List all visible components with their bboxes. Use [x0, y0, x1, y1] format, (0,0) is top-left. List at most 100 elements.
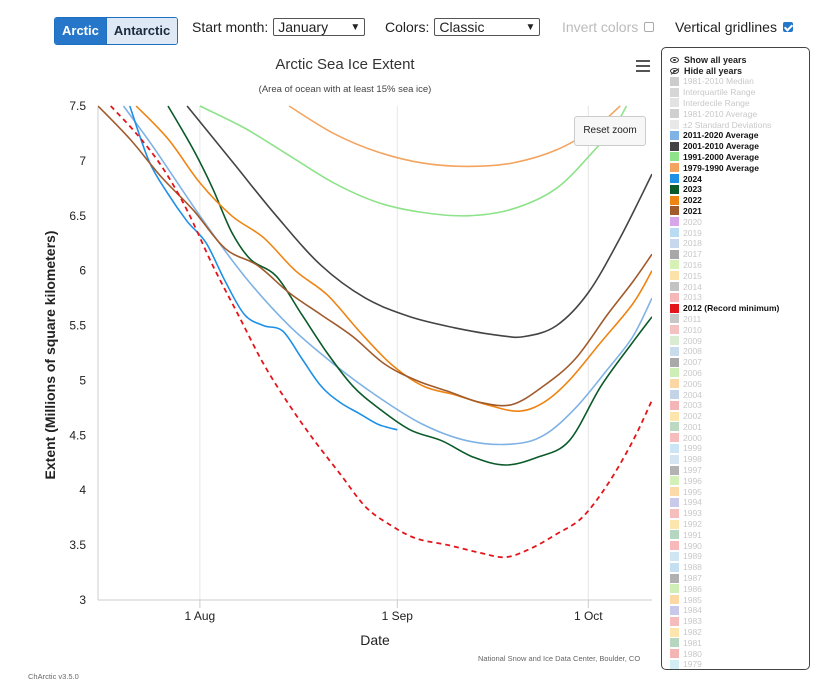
legend-item-label: 2006 — [683, 367, 702, 378]
arctic-tab[interactable]: Arctic — [55, 18, 106, 44]
legend-item[interactable]: 2010 — [670, 324, 809, 335]
legend-item[interactable]: ±2 Standard Deviations — [670, 119, 809, 130]
series-line-2012-record-minimum[interactable] — [110, 105, 652, 559]
legend-item[interactable]: 1992 — [670, 519, 809, 530]
start-month-select[interactable]: January ▼ — [273, 18, 366, 36]
legend-item[interactable]: 1988 — [670, 562, 809, 573]
legend-item[interactable]: 2008 — [670, 346, 809, 357]
legend-item[interactable]: 1979-1990 Average — [670, 162, 809, 173]
legend-item[interactable]: 1995 — [670, 486, 809, 497]
legend-swatch — [670, 530, 679, 540]
legend-item[interactable]: 2011-2020 Average — [670, 130, 809, 141]
series-line-2023[interactable] — [167, 105, 652, 466]
legend-item[interactable]: 2000 — [670, 432, 809, 443]
legend-item[interactable]: 2023 — [670, 184, 809, 195]
legend-swatch — [670, 346, 679, 356]
legend-item[interactable]: 2002 — [670, 411, 809, 422]
antarctic-tab[interactable]: Antarctic — [105, 18, 178, 44]
legend-item[interactable]: 1982 — [670, 627, 809, 638]
legend-item[interactable]: 2011 — [670, 314, 809, 325]
legend-item[interactable]: 1981-2010 Average — [670, 108, 809, 119]
legend-item[interactable]: 2013 — [670, 292, 809, 303]
legend-item-label: 2023 — [683, 184, 702, 195]
y-tick-label: 3.5 — [69, 538, 86, 552]
legend-item[interactable]: 2022 — [670, 195, 809, 206]
legend-item[interactable]: Interquartile Range — [670, 87, 809, 98]
legend-item[interactable]: 2019 — [670, 227, 809, 238]
legend-item[interactable]: 1993 — [670, 508, 809, 519]
y-tick-label: 6 — [79, 264, 86, 278]
legend-item-label: 1991 — [683, 529, 702, 540]
legend-swatch — [670, 400, 679, 410]
reset-zoom-button[interactable]: Reset zoom — [574, 116, 646, 146]
legend-item[interactable]: 2004 — [670, 389, 809, 400]
legend-item[interactable]: 2005 — [670, 378, 809, 389]
legend-item[interactable]: 1985 — [670, 594, 809, 605]
legend-swatch — [670, 379, 679, 389]
legend-item[interactable]: 1991 — [670, 529, 809, 540]
legend-swatch — [670, 487, 679, 497]
legend-item[interactable]: 2007 — [670, 357, 809, 368]
legend-item[interactable]: 2021 — [670, 206, 809, 217]
legend-item[interactable]: 1987 — [670, 573, 809, 584]
legend-item[interactable]: 2014 — [670, 281, 809, 292]
legend-item[interactable]: 2001-2010 Average — [670, 141, 809, 152]
legend-item[interactable]: 2012 (Record minimum) — [670, 303, 809, 314]
y-axis-label: Extent (Millions of square kilometers) — [42, 231, 58, 480]
legend-item[interactable]: 1997 — [670, 465, 809, 476]
chevron-down-icon: ▼ — [525, 21, 536, 33]
legend-item-label: 2018 — [683, 238, 702, 249]
series-line-2001-2010-average[interactable] — [186, 105, 652, 339]
legend-item-label: Interquartile Range — [683, 87, 756, 98]
legend-item-label: 2011 — [683, 313, 702, 324]
legend-item[interactable]: Interdecile Range — [670, 98, 809, 109]
legend-item[interactable]: 1981-2010 Median — [670, 76, 809, 87]
series-line-1979-1990-average[interactable] — [288, 105, 621, 168]
legend-swatch — [670, 206, 679, 216]
series-line-2021[interactable] — [98, 105, 652, 407]
legend-item-label: 2020 — [683, 216, 702, 227]
vertical-gridlines-checkbox[interactable] — [782, 22, 793, 32]
legend-item[interactable]: 1991-2000 Average — [670, 152, 809, 163]
colors-select[interactable]: Classic ▼ — [434, 18, 541, 36]
legend-item[interactable]: 1989 — [670, 551, 809, 562]
legend-item[interactable]: 1980 — [670, 648, 809, 659]
legend-item[interactable]: 2001 — [670, 422, 809, 433]
series-line-2011-2020-average[interactable] — [122, 105, 653, 446]
legend-panel: Show all years Hide all years 1981-2010 … — [661, 47, 810, 670]
legend-item[interactable]: 2003 — [670, 400, 809, 411]
legend-item[interactable]: 1981 — [670, 637, 809, 648]
legend-item[interactable]: 2024 — [670, 173, 809, 184]
legend-item[interactable]: 2016 — [670, 260, 809, 271]
series-line-1991-2000-average[interactable] — [199, 105, 628, 217]
invert-colors-checkbox[interactable] — [644, 22, 655, 32]
legend-swatch — [670, 627, 679, 637]
hamburger-menu-icon[interactable] — [636, 60, 650, 72]
hide-all-years-button[interactable]: Hide all years — [670, 65, 809, 76]
legend-item[interactable]: 1996 — [670, 475, 809, 486]
legend-swatch — [670, 497, 679, 507]
legend-item[interactable]: 1986 — [670, 583, 809, 594]
legend-item[interactable]: 1998 — [670, 454, 809, 465]
legend-item[interactable]: 2017 — [670, 249, 809, 260]
legend-item[interactable]: 2006 — [670, 368, 809, 379]
legend-item[interactable]: 2020 — [670, 216, 809, 227]
legend-swatch — [670, 336, 679, 346]
show-all-years-button[interactable]: Show all years — [670, 54, 809, 65]
colors-value: Classic — [439, 19, 485, 35]
legend-swatch — [670, 519, 679, 529]
legend-swatch — [670, 87, 679, 97]
series-line-2024[interactable] — [129, 105, 398, 431]
legend-item[interactable]: 2015 — [670, 270, 809, 281]
legend-item[interactable]: 2018 — [670, 238, 809, 249]
legend-item[interactable]: 1990 — [670, 540, 809, 551]
legend-item[interactable]: 1999 — [670, 443, 809, 454]
y-tick-label: 5 — [79, 373, 86, 387]
legend-item[interactable]: 1983 — [670, 616, 809, 627]
legend-item-label: 1992 — [683, 519, 702, 530]
legend-item[interactable]: 1994 — [670, 497, 809, 508]
legend-item[interactable]: 1984 — [670, 605, 809, 616]
legend-item[interactable]: 1979 — [670, 659, 809, 669]
legend-item[interactable]: 2009 — [670, 335, 809, 346]
legend-item-label: 2014 — [683, 281, 702, 292]
